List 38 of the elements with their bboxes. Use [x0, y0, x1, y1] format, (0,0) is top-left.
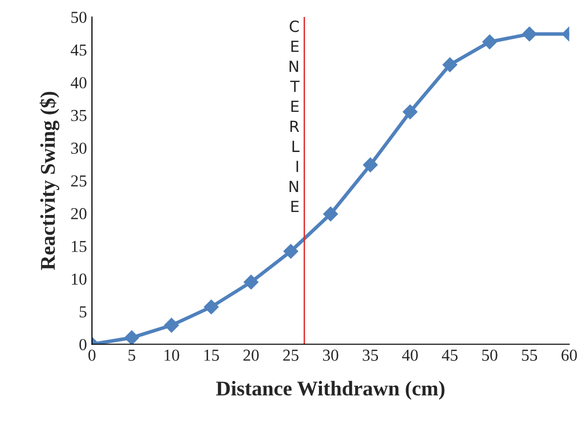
x-tick-label: 0 [88, 350, 96, 361]
x-tick-label: 20 [243, 350, 259, 361]
x-tick-label: 10 [164, 350, 180, 361]
y-tick-label: 10 [72, 274, 86, 285]
x-tick-label: 35 [362, 350, 378, 361]
x-tick-label: 5 [128, 350, 136, 361]
point [442, 57, 458, 72]
point [522, 26, 537, 42]
x-tick-label: 45 [442, 350, 458, 361]
x-tick-label: 15 [204, 350, 219, 361]
point [164, 318, 179, 333]
y-tick-label: 30 [71, 142, 86, 154]
x-tick-label: 60 [562, 350, 577, 361]
point [482, 34, 498, 50]
x-tick-label: 50 [482, 350, 498, 361]
point [283, 244, 298, 259]
y-tick-label: 35 [71, 110, 86, 122]
x-axis-title: Distance Withdrawn (cm) [216, 380, 444, 400]
point [124, 330, 140, 344]
y-tick-label: 45 [70, 44, 86, 56]
y-axis-title: Reactivity Swing ($) [40, 92, 60, 270]
y-tick-label: 40 [70, 77, 86, 88]
y-tick-label: 0 [79, 338, 86, 350]
x-tick-label: 30 [323, 350, 338, 361]
point [323, 206, 338, 222]
point [244, 274, 258, 290]
point [362, 158, 378, 172]
y-tick-label: 20 [71, 208, 86, 220]
x-tick-label: 55 [522, 350, 538, 361]
y-tick-label: 5 [80, 306, 86, 318]
x-tick-label: 25 [283, 350, 298, 361]
point [402, 104, 418, 120]
text: CENTERLINE [290, 20, 300, 212]
y-tick-label: 15 [72, 240, 86, 252]
point [204, 300, 219, 314]
y-tick-label: 25 [71, 175, 86, 187]
x-tick-label: 40 [402, 350, 418, 361]
y-tick-label: 50 [71, 12, 86, 23]
